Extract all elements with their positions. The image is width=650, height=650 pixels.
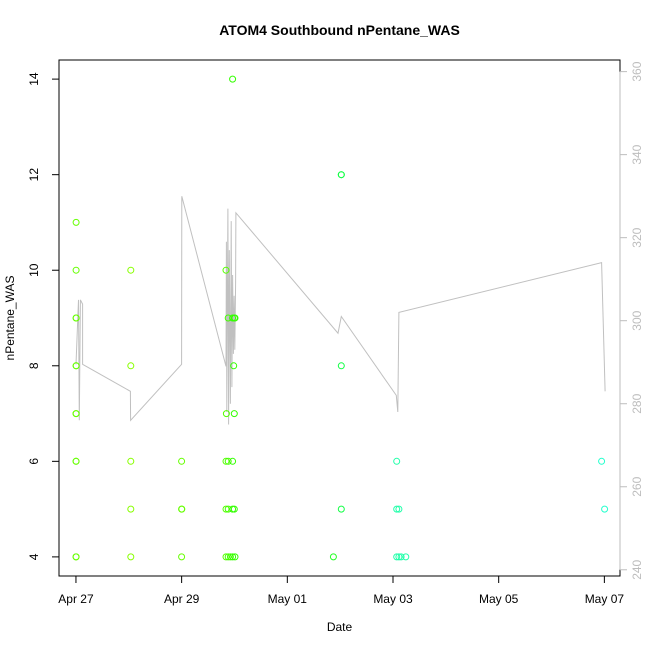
x-tick-label: May 03 xyxy=(373,592,413,606)
data-point xyxy=(598,457,606,465)
y2-tick-label: 320 xyxy=(630,227,644,247)
data-point xyxy=(72,314,80,322)
x-tick-label: May 01 xyxy=(268,592,308,606)
data-point xyxy=(226,553,234,561)
data-point xyxy=(337,362,345,370)
series-points xyxy=(72,75,609,561)
data-point xyxy=(72,553,80,561)
data-point xyxy=(395,553,403,561)
data-point xyxy=(127,457,135,465)
y2-tick-label: 300 xyxy=(630,310,644,330)
data-point xyxy=(224,457,232,465)
data-point xyxy=(72,410,80,418)
data-point xyxy=(72,266,80,274)
y2-tick-label: 280 xyxy=(630,393,644,413)
x-tick-label: May 07 xyxy=(585,592,625,606)
data-point xyxy=(127,505,135,513)
series-line-path xyxy=(75,196,606,425)
data-point xyxy=(337,505,345,513)
x-tick-label: Apr 27 xyxy=(58,592,94,606)
data-point xyxy=(178,505,186,513)
y2-tick-label: 360 xyxy=(630,61,644,81)
data-point xyxy=(231,553,239,561)
data-point xyxy=(72,457,80,465)
data-point xyxy=(395,505,403,513)
data-point xyxy=(72,218,80,226)
data-point xyxy=(127,266,135,274)
data-point xyxy=(230,410,238,418)
data-point xyxy=(230,362,238,370)
data-point xyxy=(601,505,609,513)
y-tick-label: 10 xyxy=(27,263,41,277)
data-point xyxy=(337,171,345,179)
y-tick-label: 4 xyxy=(27,553,41,560)
data-point xyxy=(329,553,337,561)
data-point xyxy=(229,553,237,561)
data-point xyxy=(229,457,237,465)
chart-title: ATOM4 Southbound nPentane_WAS xyxy=(219,22,460,38)
y2-tick-label: 340 xyxy=(630,144,644,164)
data-point xyxy=(231,314,239,322)
x-axis-label: Date xyxy=(327,620,353,634)
y2-axis: 240 260 280 300 320 340 360 xyxy=(619,61,644,580)
data-point xyxy=(222,505,230,513)
y-axis-label: nPentane_WAS xyxy=(3,276,17,361)
y-tick-label: 8 xyxy=(27,362,41,369)
data-point xyxy=(402,553,410,561)
data-point xyxy=(229,75,237,83)
y2-tick-label: 240 xyxy=(630,559,644,579)
data-point xyxy=(230,505,238,513)
data-point xyxy=(222,553,230,561)
data-point xyxy=(222,457,230,465)
data-point xyxy=(224,553,232,561)
data-point xyxy=(178,457,186,465)
data-point xyxy=(72,362,80,370)
data-point xyxy=(393,457,401,465)
data-point xyxy=(393,505,401,513)
data-point xyxy=(178,553,186,561)
y-tick-label: 12 xyxy=(27,168,41,182)
data-point xyxy=(397,553,405,561)
data-point xyxy=(222,410,230,418)
y-axis: 4 6 8 10 12 14 xyxy=(27,72,60,560)
data-point xyxy=(127,362,135,370)
data-point xyxy=(222,266,230,274)
y-tick-label: 6 xyxy=(27,458,41,465)
x-axis: Apr 27 Apr 29 May 01 May 03 May 05 May 07 xyxy=(58,575,625,606)
plot-frame xyxy=(58,59,621,577)
series-line xyxy=(75,196,606,425)
x-tick-label: Apr 29 xyxy=(164,592,200,606)
data-point xyxy=(127,553,135,561)
y2-tick-label: 260 xyxy=(630,476,644,496)
x-tick-label: May 05 xyxy=(479,592,519,606)
y-tick-label: 14 xyxy=(27,72,41,86)
data-point xyxy=(393,553,401,561)
